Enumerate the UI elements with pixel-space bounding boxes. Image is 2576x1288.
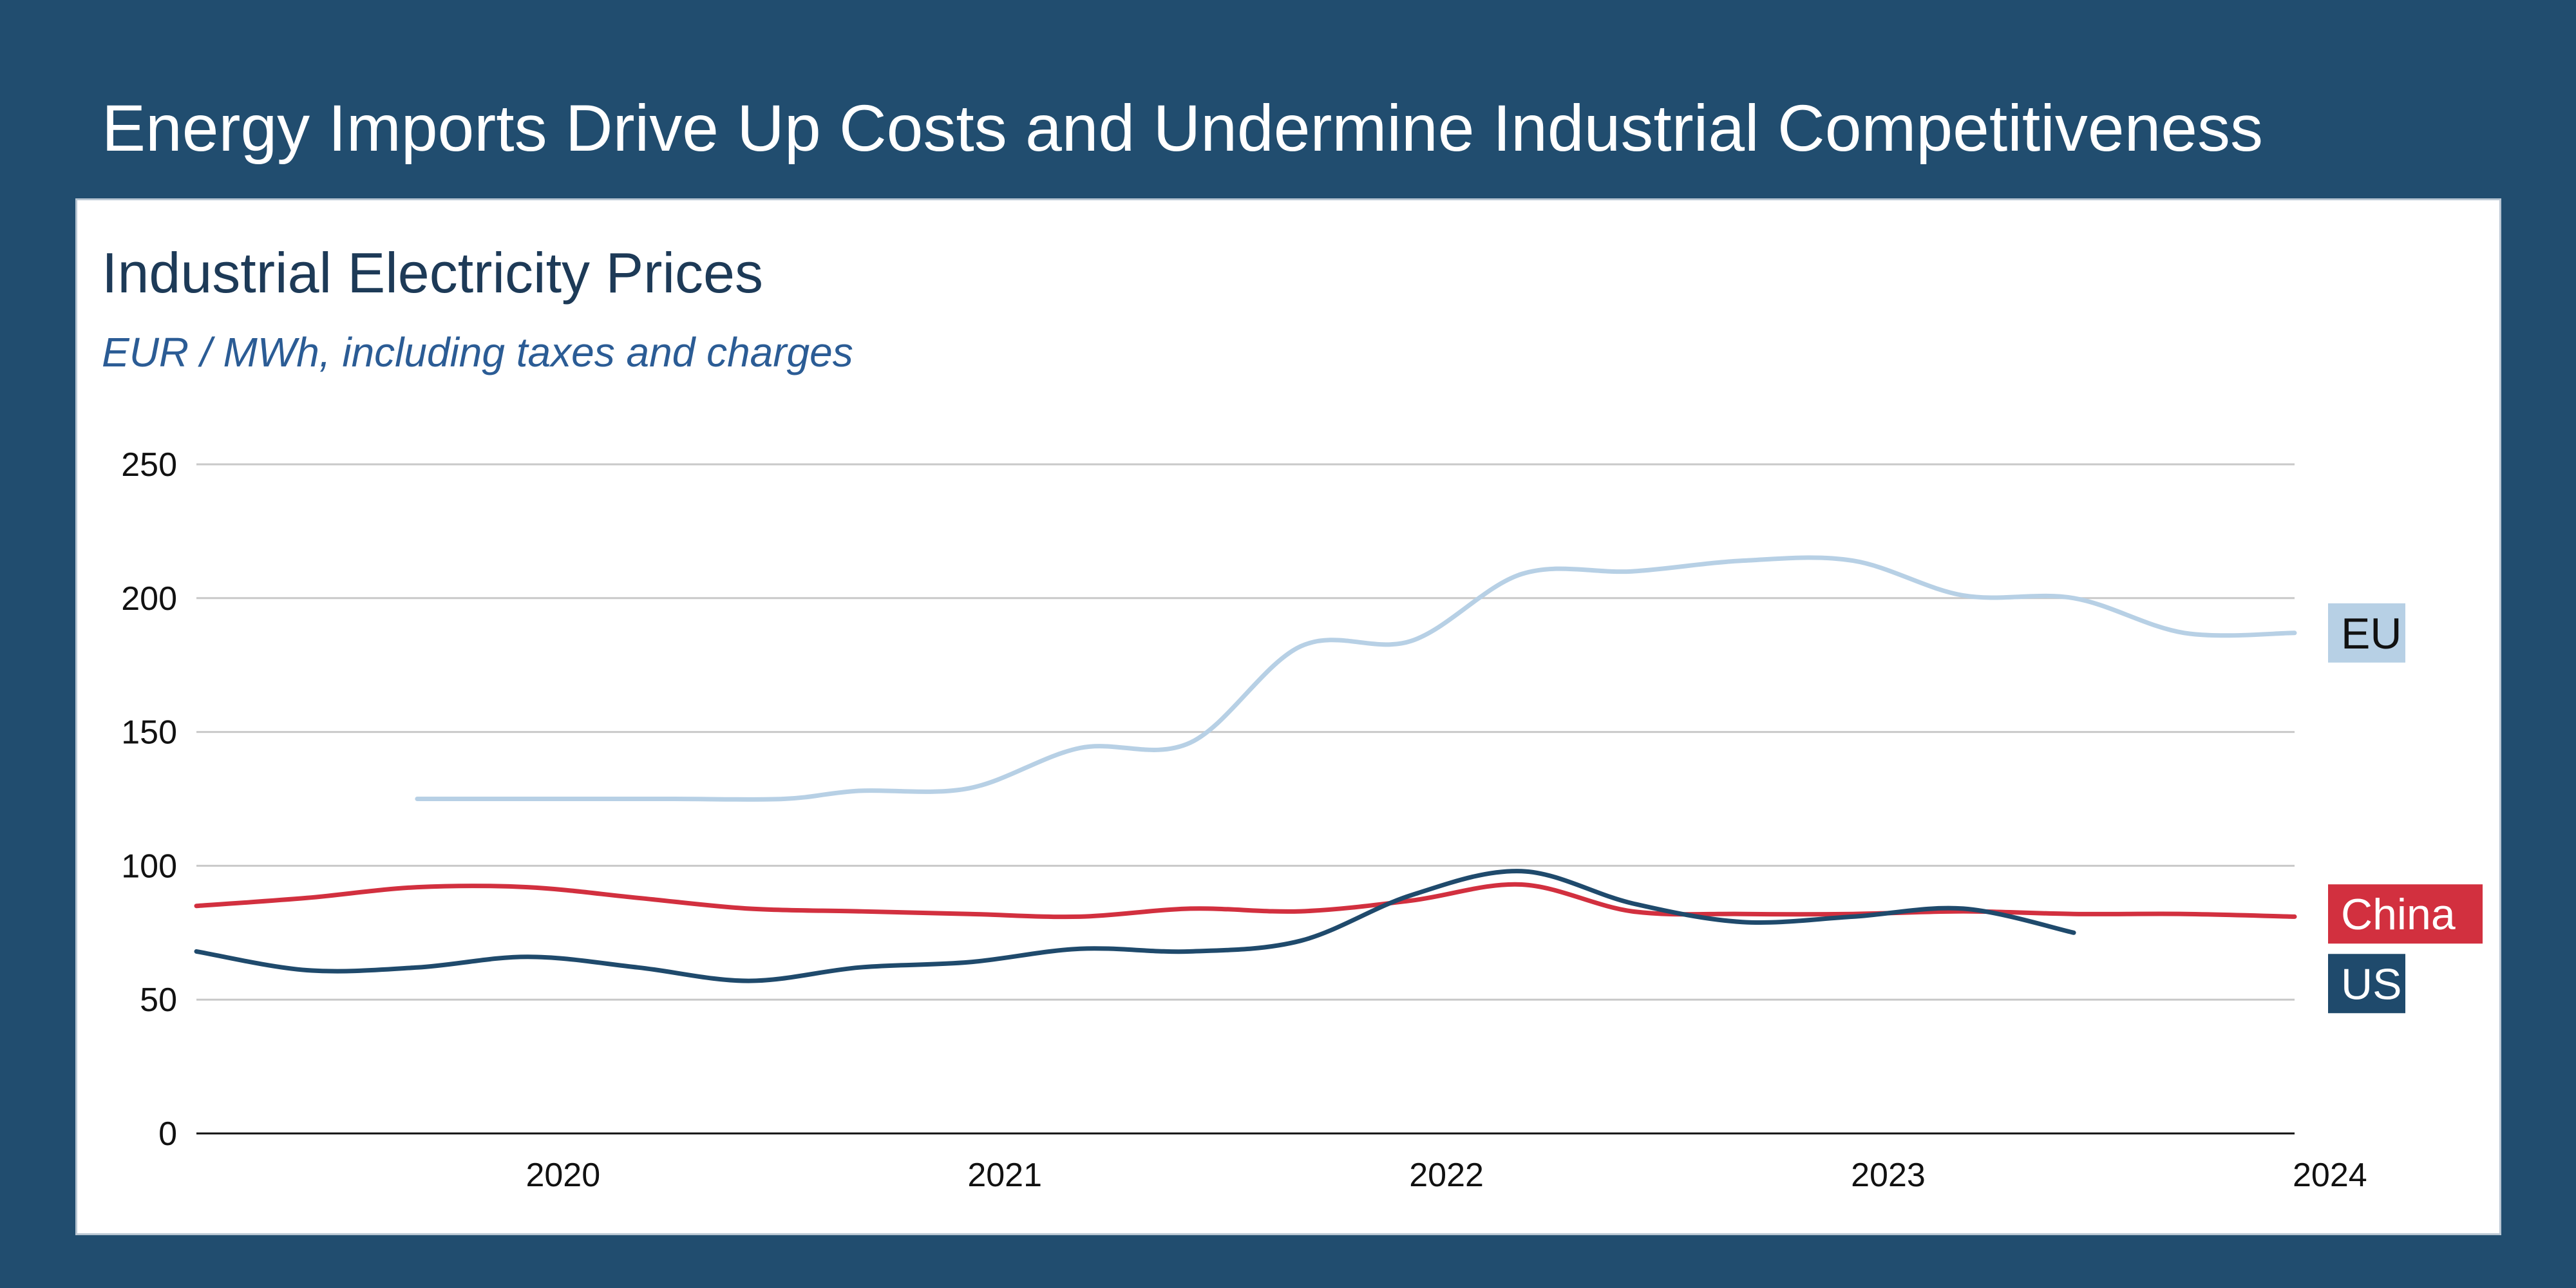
y-tick-label: 150	[121, 714, 177, 752]
y-tick-label: 200	[121, 580, 177, 618]
series-label-box-eu	[2328, 603, 2405, 663]
y-tick-label: 250	[121, 446, 177, 484]
y-tick-label: 0	[158, 1115, 177, 1153]
x-tick-label: 2021	[967, 1157, 1042, 1194]
series-line-us	[194, 869, 2076, 983]
series-label-eu: EU	[2341, 609, 2401, 658]
chart-subtitle: EUR / MWh, including taxes and charges	[102, 329, 853, 375]
gridlines	[196, 463, 2295, 1001]
x-tick-label: 2023	[1851, 1157, 1926, 1194]
series-label-box-us	[2328, 954, 2405, 1014]
y-tick-label: 50	[140, 981, 177, 1019]
x-tick-label: 2024	[2293, 1157, 2367, 1194]
y-tick-label: 100	[121, 848, 177, 885]
x-tick-label: 2022	[1409, 1157, 1484, 1194]
series-label-box-china	[2328, 884, 2483, 944]
series-label-china: China	[2341, 890, 2456, 939]
slide-title: Energy Imports Drive Up Costs and Underm…	[102, 91, 2264, 165]
axes: 0 50 100 150 200 250 2020 2021 2022 2023 2024	[121, 446, 2367, 1194]
series-labels: EU China US	[2328, 603, 2483, 1014]
x-tick-label: 2020	[526, 1157, 600, 1194]
chart-title: Industrial Electricity Prices	[102, 241, 763, 305]
series-lines	[194, 555, 2297, 983]
series-label-us: US	[2341, 960, 2401, 1009]
series-line-eu	[415, 555, 2297, 802]
chart-panel	[75, 198, 2501, 1235]
series-line-china	[194, 882, 2297, 920]
